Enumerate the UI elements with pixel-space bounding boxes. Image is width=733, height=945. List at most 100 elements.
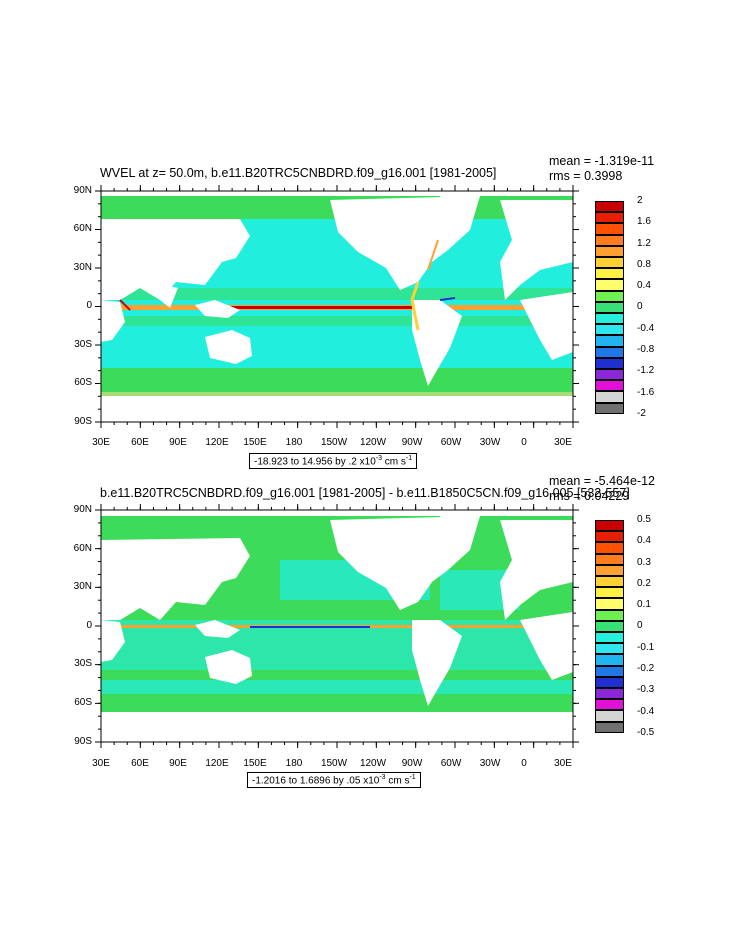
colorbar-swatch: [595, 335, 624, 347]
lat-label: 0: [86, 300, 92, 311]
colorbar-swatch: [595, 598, 624, 610]
colorbar-swatch: [595, 357, 624, 369]
colorbar-swatch: [595, 564, 624, 576]
lon-label: 90W: [401, 437, 423, 448]
colorbar-label: 0.8: [637, 258, 651, 270]
colorbar-swatch: [595, 676, 624, 688]
colorbar-swatch: [595, 609, 624, 621]
colorbar-swatch: [595, 643, 624, 655]
lat-label: 60S: [74, 377, 92, 388]
lon-label: 150W: [320, 437, 348, 448]
colorbar-label: 0.4: [637, 280, 651, 292]
lat-label: 60N: [73, 223, 92, 234]
colorbar-swatch: [595, 212, 624, 224]
lat-label: 30N: [73, 262, 92, 273]
colorbar-label: 1.2: [637, 237, 651, 249]
colorbar-swatch: [595, 268, 624, 280]
lon-label: 120E: [205, 758, 229, 769]
colorbar-label: -0.3: [637, 684, 655, 696]
lat-label: 90S: [74, 736, 92, 747]
colorbar-swatch: [595, 313, 624, 325]
colorbar-swatch: [595, 587, 624, 599]
panel-1-title: WVEL at z= 50.0m, b.e11.B20TRC5CNBDRD.f0…: [100, 166, 497, 180]
colorbar-label: -0.5: [637, 726, 655, 738]
lat-label: 30S: [74, 339, 92, 350]
lon-label: 120E: [205, 437, 229, 448]
colorbar-label: -2: [637, 407, 646, 419]
lat-label: 60N: [73, 543, 92, 554]
colorbar-swatch: [595, 290, 624, 302]
colorbar-swatch: [595, 279, 624, 291]
lon-label: 30E: [92, 437, 110, 448]
colorbar-label: -0.2: [637, 662, 655, 674]
colorbar-swatch: [595, 301, 624, 313]
lon-label: 30W: [479, 437, 501, 448]
lon-label: 30E: [92, 758, 110, 769]
colorbar-swatch: [595, 257, 624, 269]
colorbar-swatch: [595, 223, 624, 235]
colorbar-swatch: [595, 699, 624, 711]
lat-label: 60S: [74, 697, 92, 708]
lon-label: 30E: [554, 437, 572, 448]
lon-label: 90E: [169, 758, 187, 769]
lon-label: 0: [521, 758, 527, 769]
colorbar-swatch: [595, 380, 624, 392]
lon-label: 180: [285, 437, 303, 448]
colorbar-swatch: [595, 620, 624, 632]
colorbar-label: 0.3: [637, 556, 651, 568]
colorbar-swatch: [595, 346, 624, 358]
colorbar-swatch: [595, 553, 624, 565]
panel-2-title: b.e11.B20TRC5CNBDRD.f09_g16.001 [1981-20…: [100, 486, 630, 500]
lon-label: 90W: [401, 758, 423, 769]
colorbar-label: 0.5: [637, 514, 651, 525]
colorbar-label: -1.2: [637, 365, 655, 377]
lat-label: 90N: [73, 504, 92, 515]
lat-label: 90S: [74, 416, 92, 427]
lon-label: 60W: [440, 758, 462, 769]
colorbar-swatch: [595, 391, 624, 403]
lon-label: 30E: [554, 758, 572, 769]
lon-label: 60E: [131, 437, 149, 448]
colorbar-swatch: [595, 201, 624, 213]
colorbar-swatch: [595, 234, 624, 246]
panel-2-field: [101, 510, 573, 742]
lat-label: 0: [86, 620, 92, 631]
colorbar-swatch: [595, 369, 624, 381]
panel-2-range-label: -1.2016 to 1.6896 by .05 x10-3 cm s-1: [247, 772, 421, 789]
panel-1-mean: mean = -1.319e-11: [549, 154, 655, 168]
colorbar-label: 2: [637, 195, 643, 206]
colorbar-label: 0.4: [637, 535, 651, 547]
lon-label: 120W: [359, 758, 387, 769]
colorbar-swatch: [595, 665, 624, 677]
colorbar-swatch: [595, 632, 624, 644]
colorbar-label: 0.1: [637, 599, 651, 611]
lon-label: 60E: [131, 758, 149, 769]
colorbar-swatch: [595, 520, 624, 532]
colorbar-label: -0.4: [637, 705, 655, 717]
colorbar-swatch: [595, 576, 624, 588]
colorbar-swatch: [595, 710, 624, 722]
lat-label: 30S: [74, 658, 92, 669]
lon-label: 60W: [440, 437, 462, 448]
colorbar-label: -0.1: [637, 641, 655, 653]
lon-label: 120W: [359, 437, 387, 448]
colorbar-swatch: [595, 688, 624, 700]
colorbar-label: -1.6: [637, 386, 655, 398]
colorbar-swatch: [595, 245, 624, 257]
panel-1-rms: rms = 0.3998: [549, 169, 623, 183]
panel-1-field: [101, 191, 573, 422]
colorbar-swatch: [595, 542, 624, 554]
lat-label: 90N: [73, 185, 92, 196]
lon-label: 30W: [479, 758, 501, 769]
lon-label: 0: [521, 437, 527, 448]
panel-1-range-label: -18.923 to 14.956 by .2 x10-3 cm s-1: [249, 453, 418, 470]
lon-label: 90E: [169, 437, 187, 448]
panel-2-rms: rms = 0.04229: [549, 489, 630, 503]
panel-2-mean: mean = -5.464e-12: [549, 474, 655, 488]
colorbar-label: 1.6: [637, 216, 651, 228]
colorbar-label: 0: [637, 620, 643, 632]
lon-label: 150W: [320, 758, 348, 769]
colorbar-label: 0: [637, 301, 643, 313]
colorbar-swatch: [595, 324, 624, 336]
